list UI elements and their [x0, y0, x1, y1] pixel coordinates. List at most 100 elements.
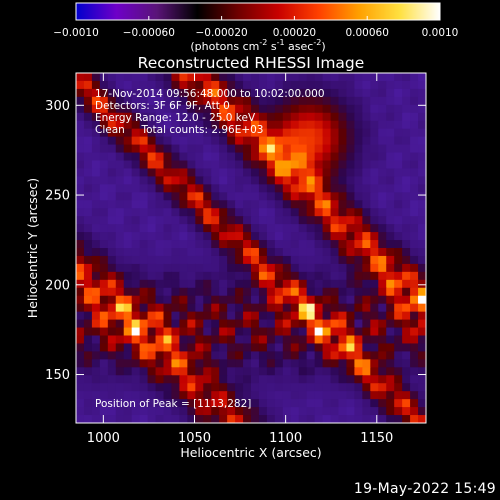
heatmap-cell: [322, 343, 332, 352]
heatmap-cell: [76, 208, 85, 217]
heatmap-cell: [155, 136, 165, 146]
heatmap-cell: [107, 104, 117, 114]
heatmap-cell: [362, 327, 371, 337]
heatmap-cell: [322, 120, 332, 130]
heatmap-cell: [378, 176, 387, 185]
heatmap-cell: [346, 88, 355, 98]
heatmap-cell: [274, 128, 284, 138]
heatmap-cell: [203, 407, 212, 416]
heatmap-cell: [338, 399, 348, 408]
heatmap-cell: [274, 232, 284, 241]
heatmap-cell: [83, 343, 93, 352]
heatmap-cell: [139, 168, 149, 177]
heatmap-cell: [219, 383, 228, 392]
heatmap-cell: [171, 144, 180, 154]
heatmap-cell: [274, 343, 284, 352]
heatmap-cell: [258, 295, 268, 305]
heatmap-cell: [76, 144, 85, 154]
heatmap-cell: [362, 311, 371, 321]
heatmap-cell: [314, 407, 324, 416]
heatmap-cell: [195, 383, 204, 392]
heatmap-cell: [266, 73, 276, 82]
heatmap-cell: [330, 240, 340, 249]
heatmap-cell: [83, 255, 93, 265]
heatmap-cell: [147, 375, 157, 384]
heatmap-cell: [91, 208, 101, 217]
heatmap-cell: [187, 351, 196, 360]
heatmap-cell: [83, 216, 93, 225]
heatmap-cell: [266, 343, 276, 352]
heatmap-cell: [290, 399, 300, 408]
heatmap-cell: [362, 271, 371, 281]
heatmap-cell: [306, 168, 316, 177]
heatmap-cell: [266, 88, 276, 98]
heatmap-cell: [298, 184, 308, 193]
heatmap-cell: [322, 73, 332, 82]
heatmap-cell: [179, 255, 188, 265]
heatmap-cell: [386, 192, 395, 201]
heatmap-cell: [235, 295, 244, 305]
heatmap-cell: [171, 88, 180, 98]
heatmap-cell: [298, 88, 308, 98]
heatmap-cell: [330, 343, 340, 352]
heatmap-cell: [322, 240, 332, 249]
heatmap-cell: [330, 391, 340, 400]
heatmap-cell: [91, 73, 101, 82]
heatmap-cell: [378, 271, 387, 281]
heatmap-cell: [362, 232, 371, 241]
heatmap-cell: [410, 112, 419, 122]
heatmap-cell: [362, 80, 371, 90]
heatmap-cell: [243, 279, 252, 289]
heatmap-cell: [251, 263, 260, 273]
heatmap-cell: [282, 240, 292, 249]
heatmap-cell: [338, 176, 348, 185]
heatmap-cell: [179, 351, 188, 360]
heatmap-cell: [338, 248, 348, 257]
heatmap-cell: [298, 216, 308, 225]
heatmap-cell: [243, 88, 252, 98]
heatmap-cell: [370, 88, 379, 98]
heatmap-cell: [171, 216, 180, 225]
heatmap-cell: [107, 415, 117, 423]
heatmap-cell: [211, 176, 220, 185]
heatmap-cell: [219, 168, 228, 177]
heatmap-cell: [418, 232, 426, 241]
heatmap-cell: [195, 232, 204, 241]
heatmap-cell: [203, 295, 212, 305]
heatmap-cell: [243, 399, 252, 408]
heatmap-cell: [131, 184, 141, 193]
heatmap-cell: [243, 415, 252, 423]
heatmap-cell: [394, 192, 403, 201]
heatmap-cell: [394, 176, 403, 185]
heatmap-cell: [394, 383, 403, 392]
heatmap-cell: [266, 375, 276, 384]
heatmap-cell: [402, 192, 411, 201]
heatmap-cell: [83, 303, 93, 313]
heatmap-cell: [330, 136, 340, 146]
heatmap-cell: [370, 311, 379, 321]
heatmap-cell: [354, 160, 363, 170]
heatmap-cell: [123, 319, 133, 329]
heatmap-cell: [338, 415, 348, 423]
heatmap-cell: [155, 287, 165, 297]
heatmap-cell: [147, 128, 157, 138]
heatmap-cell: [306, 96, 316, 106]
heatmap-cell: [402, 343, 411, 352]
heatmap-cell: [314, 359, 324, 368]
heatmap-cell: [195, 184, 204, 193]
heatmap-cell: [338, 303, 348, 313]
heatmap-cell: [418, 255, 426, 265]
heatmap-cell: [251, 112, 260, 122]
colorbar: −0.0010 −0.00060 −0.00020 0.00020 0.00060 0.0…: [53, 2, 458, 53]
heatmap-cell: [362, 407, 371, 416]
heatmap-cell: [282, 120, 292, 130]
heatmap-cell: [274, 271, 284, 281]
heatmap-cell: [219, 144, 228, 154]
heatmap-cell: [251, 160, 260, 170]
heatmap-cell: [187, 295, 196, 305]
heatmap-cell: [314, 184, 324, 193]
heatmap-cell: [107, 168, 117, 177]
heatmap-cell: [219, 176, 228, 185]
heatmap-cell: [187, 263, 196, 273]
heatmap-cell: [282, 232, 292, 241]
